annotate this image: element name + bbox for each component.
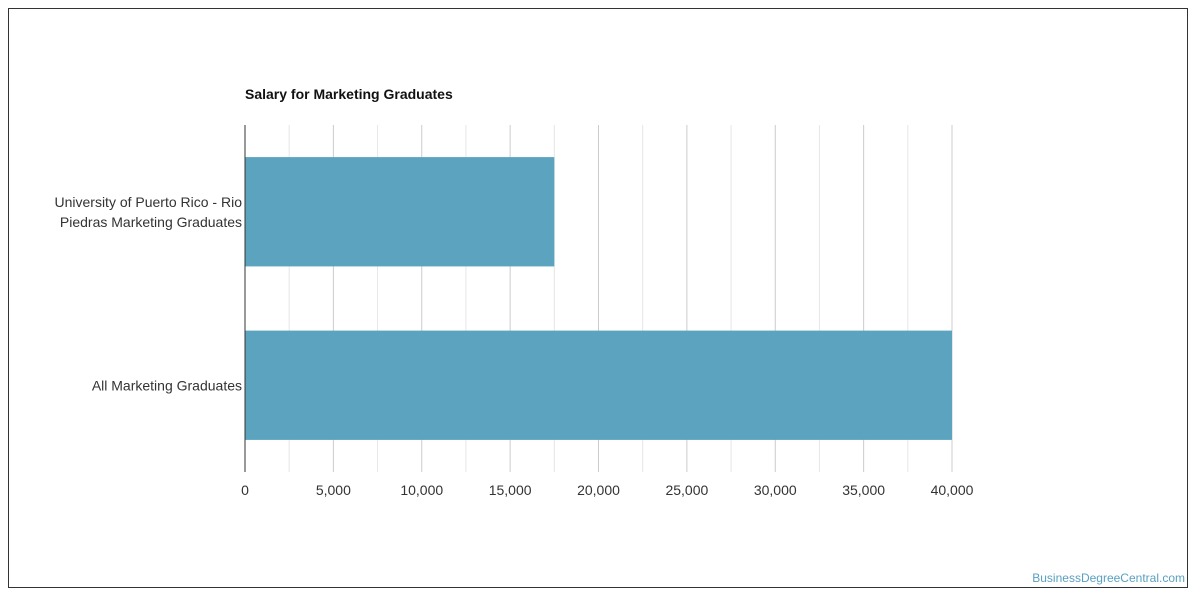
chart-title: Salary for Marketing Graduates [245, 86, 453, 102]
category-labels: University of Puerto Rico - Rio Piedras M… [54, 194, 242, 394]
watermark: BusinessDegreeCentral.com [1032, 571, 1185, 585]
x-tick-labels: 0 5,000 10,000 15,000 20,000 25,000 30,000 35,0… [241, 482, 974, 498]
x-tick-label: 35,000 [842, 482, 885, 498]
category-label: All Marketing Graduates [92, 377, 242, 393]
x-tick-label: 20,000 [577, 482, 620, 498]
x-tick-label: 25,000 [665, 482, 708, 498]
bar-1[interactable] [245, 330, 952, 440]
x-tick-label: 10,000 [400, 482, 443, 498]
bars [245, 157, 952, 440]
category-label: Piedras Marketing Graduates [60, 214, 242, 230]
category-label: University of Puerto Rico - Rio [54, 194, 242, 210]
x-tick-label: 5,000 [316, 482, 351, 498]
x-tick-label: 0 [241, 482, 249, 498]
x-tick-label: 40,000 [931, 482, 974, 498]
x-tick-label: 15,000 [489, 482, 532, 498]
x-tick-label: 30,000 [754, 482, 797, 498]
bar-0[interactable] [245, 157, 555, 267]
